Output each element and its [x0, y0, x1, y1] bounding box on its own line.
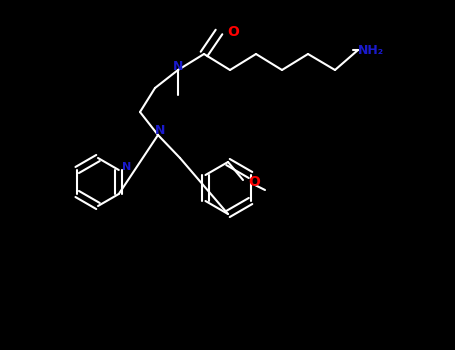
Text: O: O	[248, 175, 260, 189]
Text: N: N	[122, 162, 131, 172]
Text: NH₂: NH₂	[358, 43, 384, 56]
Text: N: N	[173, 60, 183, 72]
Text: O: O	[227, 25, 239, 39]
Text: N: N	[155, 125, 165, 138]
